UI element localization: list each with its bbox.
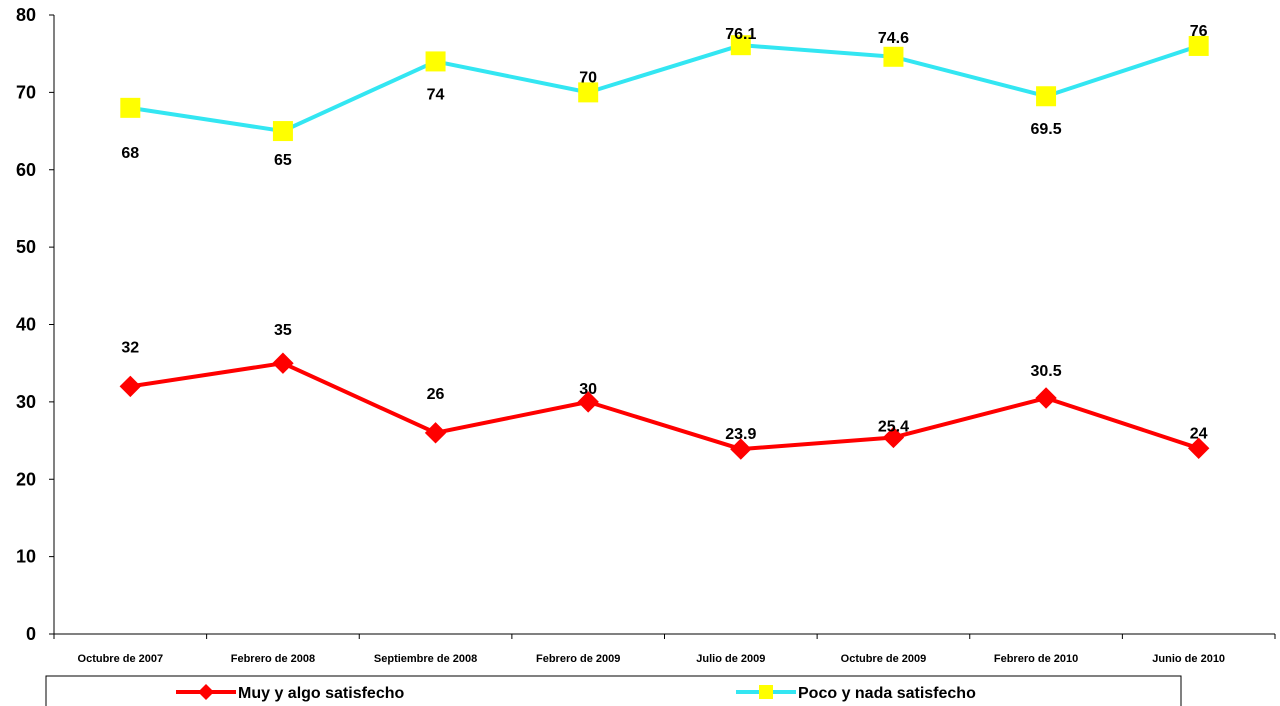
data-point-diamond	[730, 438, 752, 460]
data-label: 30	[579, 381, 597, 398]
y-tick-label: 30	[16, 392, 36, 412]
data-point-square	[120, 97, 141, 118]
series-line-0	[130, 361, 1200, 452]
y-tick-label: 0	[26, 624, 36, 644]
x-tick-label: Septiembre de 2008	[374, 653, 477, 665]
data-label: 69.5	[1030, 121, 1061, 138]
data-point-square	[578, 82, 599, 103]
series-line-1	[130, 43, 1200, 134]
x-tick-label: Octubre de 2007	[78, 653, 164, 665]
data-point-square	[425, 51, 446, 72]
data-point-square	[1036, 86, 1057, 107]
legend-marker-muy	[198, 684, 214, 700]
data-label: 35	[274, 322, 292, 339]
x-tick-label: Octubre de 2009	[841, 653, 927, 665]
y-tick-label: 80	[16, 5, 36, 25]
data-label: 76	[1190, 23, 1208, 40]
y-tick-label: 50	[16, 237, 36, 257]
y-tick-label: 70	[16, 82, 36, 102]
x-tick-label: Julio de 2009	[696, 653, 765, 665]
series-layer	[119, 35, 1210, 460]
data-point-square	[1188, 35, 1209, 56]
y-tick-label: 10	[16, 547, 36, 567]
data-label: 68	[121, 145, 139, 162]
data-point-diamond	[882, 426, 905, 449]
legend: Muy y algo satisfecho Poco y nada satisf…	[45, 675, 1182, 706]
data-label: 32	[121, 339, 139, 356]
data-label: 76.1	[725, 26, 756, 43]
x-tick-label: Junio de 2010	[1152, 653, 1225, 665]
data-point-square	[883, 46, 904, 67]
y-tick-label: 40	[16, 315, 36, 335]
data-label: 23.9	[725, 426, 756, 443]
legend-marker-poco	[759, 685, 773, 699]
data-label: 70	[579, 69, 597, 86]
data-point-diamond	[577, 391, 599, 413]
data-point-square	[730, 35, 751, 56]
data-label: 30.5	[1030, 363, 1061, 380]
data-point-diamond	[119, 375, 142, 398]
data-point-diamond	[1187, 437, 1210, 460]
y-tick-label: 60	[16, 160, 36, 180]
data-label: 25.4	[878, 418, 909, 435]
x-tick-label: Febrero de 2010	[994, 653, 1078, 665]
x-tick-label: Febrero de 2009	[536, 653, 620, 665]
axes: 0 10 20 30 40 50 60 70 80 Octubre de 2007 Febrero …	[16, 5, 1276, 665]
data-label: 74.6	[878, 30, 909, 47]
legend-label-muy: Muy y algo satisfecho	[238, 685, 404, 702]
data-point-diamond	[424, 422, 447, 444]
data-labels: 32 35 26 30 23.9 25.4 30.5 24 68 65 74 70 76.1 74.6 69…	[121, 23, 1207, 443]
data-point-diamond	[272, 352, 294, 374]
data-point-diamond	[1035, 387, 1057, 409]
data-label: 24	[1190, 425, 1208, 442]
y-tick-label: 20	[16, 469, 36, 489]
legend-label-poco: Poco y nada satisfecho	[798, 685, 976, 702]
data-label: 74	[427, 86, 445, 103]
x-tick-label: Febrero de 2008	[231, 653, 315, 665]
data-label: 65	[274, 152, 292, 169]
data-point-square	[272, 121, 293, 142]
data-label: 26	[427, 386, 445, 403]
